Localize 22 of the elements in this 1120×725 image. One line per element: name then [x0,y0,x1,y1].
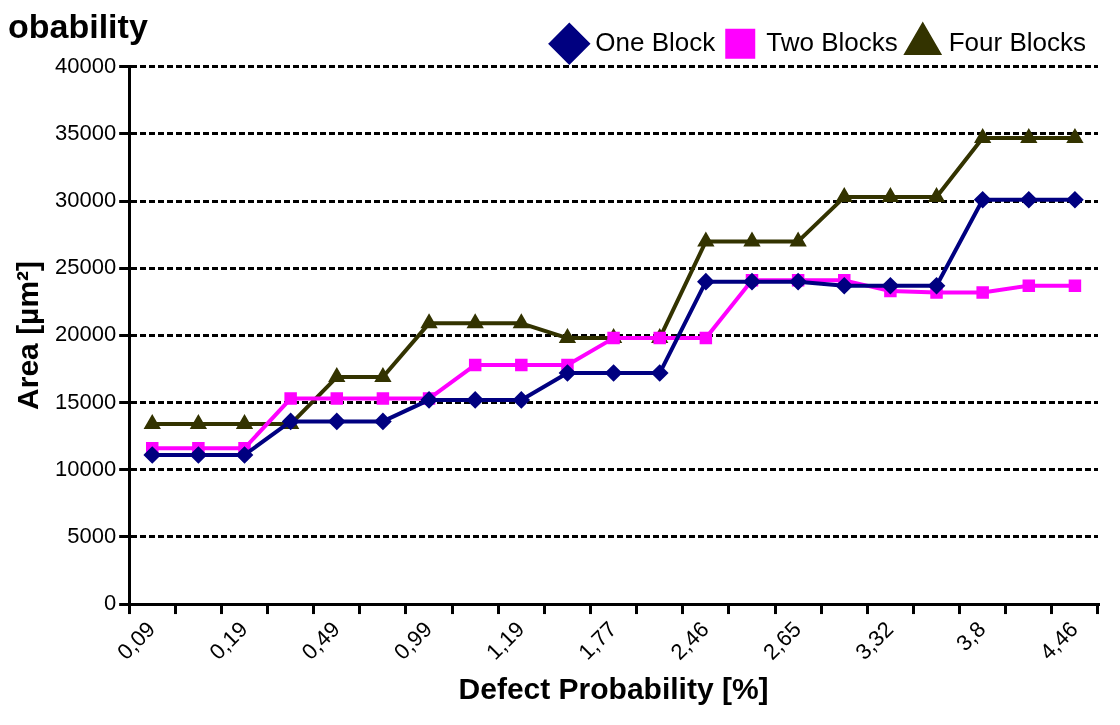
x-tick-label: 3,32 [850,616,899,665]
x-tick-label: 4,46 [1034,616,1083,665]
x-tick-label: 0,19 [204,616,253,665]
y-tick-label: 35000 [54,120,117,146]
y-tick-label: 5000 [67,522,117,548]
y-tick-label: 40000 [54,52,117,78]
y-tick-label: 30000 [54,187,117,213]
y-tick-label: 25000 [54,254,117,280]
y-tick-label: 15000 [54,388,117,414]
x-tick-label: 3,8 [951,616,991,656]
y-tick-label: 10000 [54,455,117,481]
chart-title: obability [8,6,148,45]
y-axis-title: Area [µm²] [11,260,45,410]
legend-label: Four Blocks [948,26,1086,57]
y-tick-label: 0 [103,590,117,616]
x-tick-label: 0,99 [388,616,437,665]
x-axis-title: Defect Probability [%] [458,672,769,706]
legend-label: One Block [595,26,717,57]
y-tick-label: 20000 [54,321,117,347]
x-tick-label: 0,49 [296,616,345,665]
x-tick-label: 0,09 [112,616,161,665]
legend-label: Two Blocks [766,26,898,57]
